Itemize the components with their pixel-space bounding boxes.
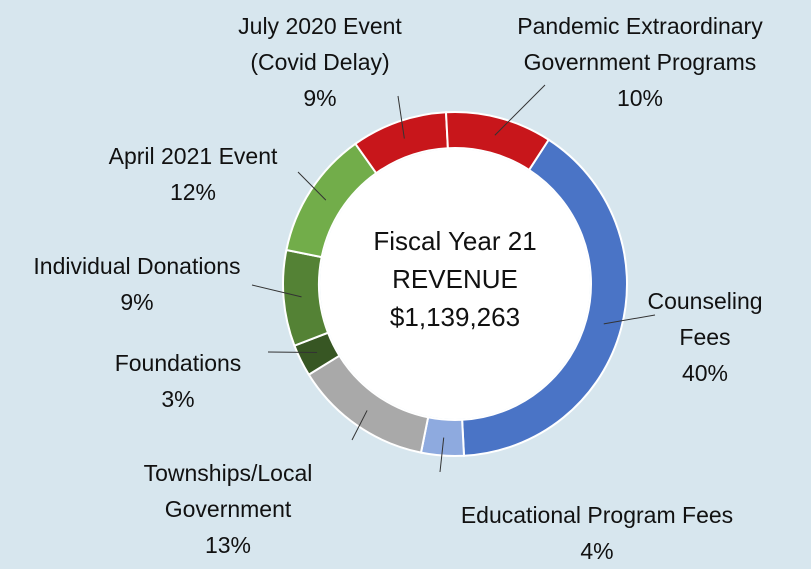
category-label: Foundations [88,345,268,381]
value-label: 9% [210,80,430,116]
center-line: $1,139,263 [335,298,575,336]
category-label: Individual Donations [2,248,272,284]
category-label: Pandemic Extraordinary Government Progra… [480,8,800,80]
slice-label: Pandemic Extraordinary Government Progra… [480,8,800,116]
value-label: 13% [118,527,338,563]
value-label: 9% [2,284,272,320]
category-label: Educational Program Fees [417,497,777,533]
category-label: Counseling Fees [625,283,785,355]
center-line: Fiscal Year 21 [335,222,575,260]
category-label: Townships/Local Government [118,455,338,527]
value-label: 3% [88,381,268,417]
slice-label: July 2020 Event (Covid Delay)9% [210,8,430,116]
value-label: 40% [625,355,785,391]
value-label: 12% [78,174,308,210]
value-label: 10% [480,80,800,116]
category-label: July 2020 Event (Covid Delay) [210,8,430,80]
value-label: 4% [417,533,777,569]
center-line: REVENUE [335,260,575,298]
center-text: Fiscal Year 21 REVENUE $1,139,263 [335,222,575,336]
category-label: April 2021 Event [78,138,308,174]
